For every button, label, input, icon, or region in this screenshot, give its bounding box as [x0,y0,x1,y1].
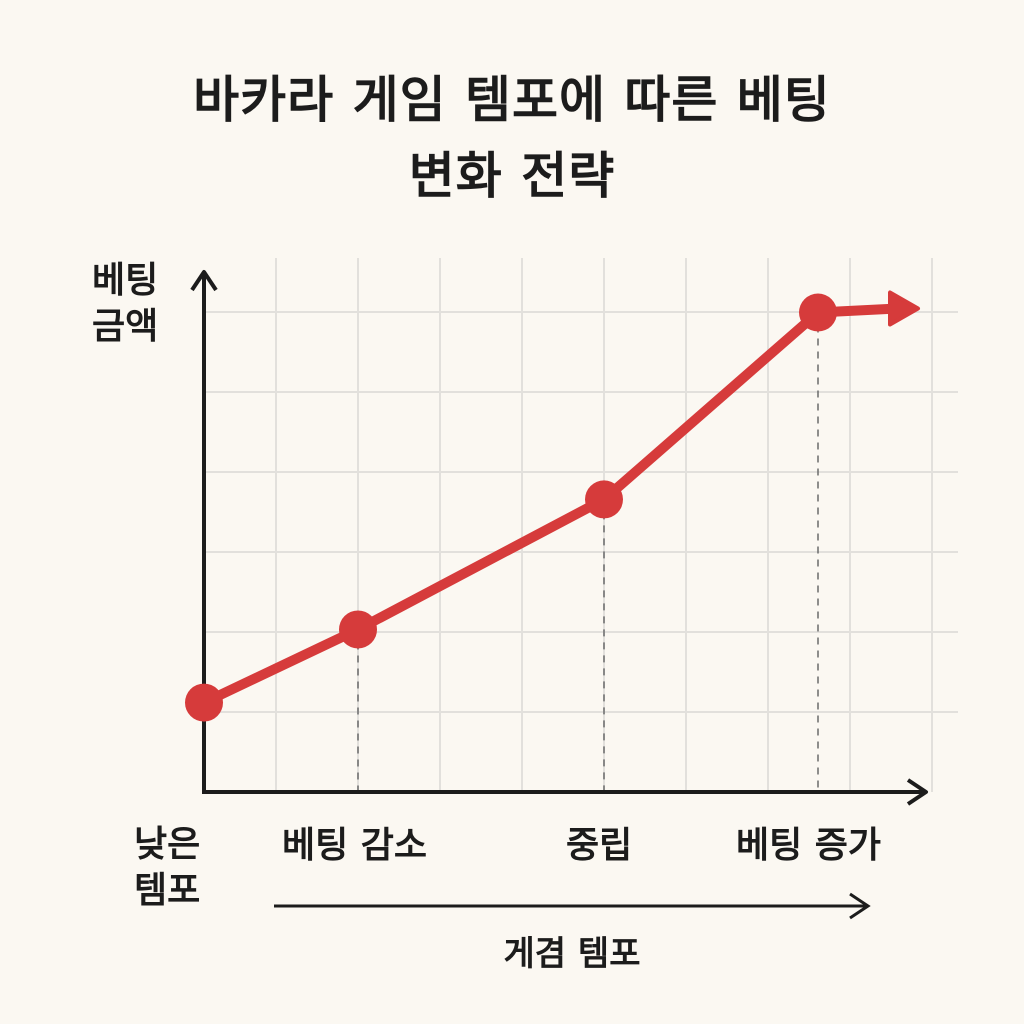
axes [190,270,928,806]
data-point-1 [339,610,377,649]
chart-title-line-1: 바카라 게임 템포에 따른 베팅 [193,71,831,129]
series-line [199,290,920,708]
y-axis-label-line-1: 베팅 [92,260,159,301]
guide-lines [357,312,819,792]
x-tick-label-1: 베팅 감소 [282,825,428,866]
y-axis-arrow [190,270,218,292]
x-tick-label-0: 낮은 템포 [134,824,201,911]
data-points [185,293,837,722]
chart-title: 바카라 게임 템포에 따른 베팅 변화 전략 [0,62,1024,214]
chart-title-line-2: 변화 전략 [408,147,616,205]
x-tick-label-3: 베팅 증가 [736,825,882,866]
grid [204,258,958,792]
x-tick-label-2: 중립 [566,825,633,866]
data-point-2 [585,480,623,519]
y-axis-label: 베팅 금액 [92,258,176,350]
data-point-3 [799,293,837,332]
data-point-0 [185,683,223,722]
series-path [199,303,903,708]
x-axis-label: 게겸 템포 [503,934,641,974]
series-arrowhead [888,290,920,327]
y-axis-label-line-2: 금액 [92,306,159,347]
x-axis-arrow [906,778,928,806]
